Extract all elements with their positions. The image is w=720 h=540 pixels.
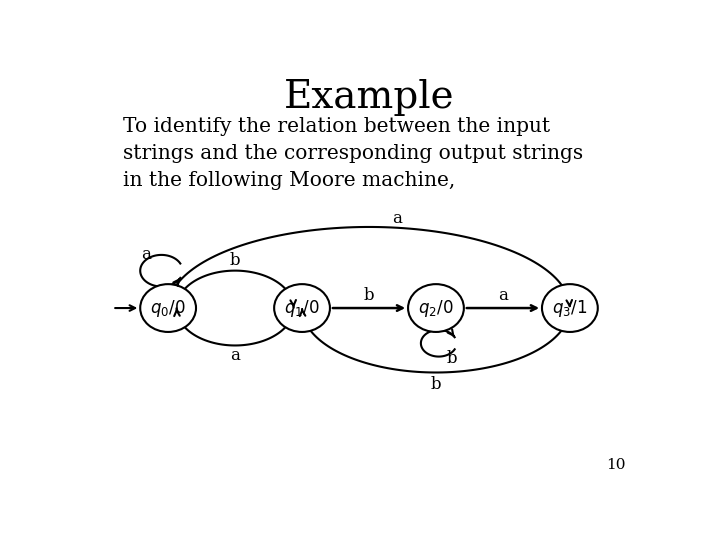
Text: a: a <box>230 347 240 365</box>
Text: Example: Example <box>284 79 454 116</box>
Ellipse shape <box>408 284 464 332</box>
Text: $q_3/1$: $q_3/1$ <box>552 298 588 319</box>
Text: 10: 10 <box>606 458 626 472</box>
Text: a: a <box>392 210 402 227</box>
Text: a: a <box>498 287 508 304</box>
Text: a: a <box>141 246 150 262</box>
Text: $q_0/0$: $q_0/0$ <box>150 298 186 319</box>
Ellipse shape <box>274 284 330 332</box>
Text: b: b <box>230 252 240 269</box>
Text: $q_1/0$: $q_1/0$ <box>284 298 320 319</box>
Text: b: b <box>364 287 374 304</box>
Ellipse shape <box>542 284 598 332</box>
Text: $q_2/0$: $q_2/0$ <box>418 298 454 319</box>
Text: b: b <box>446 350 457 367</box>
Text: To identify the relation between the input
strings and the corresponding output : To identify the relation between the inp… <box>124 117 584 190</box>
Ellipse shape <box>140 284 196 332</box>
Text: b: b <box>431 376 441 394</box>
